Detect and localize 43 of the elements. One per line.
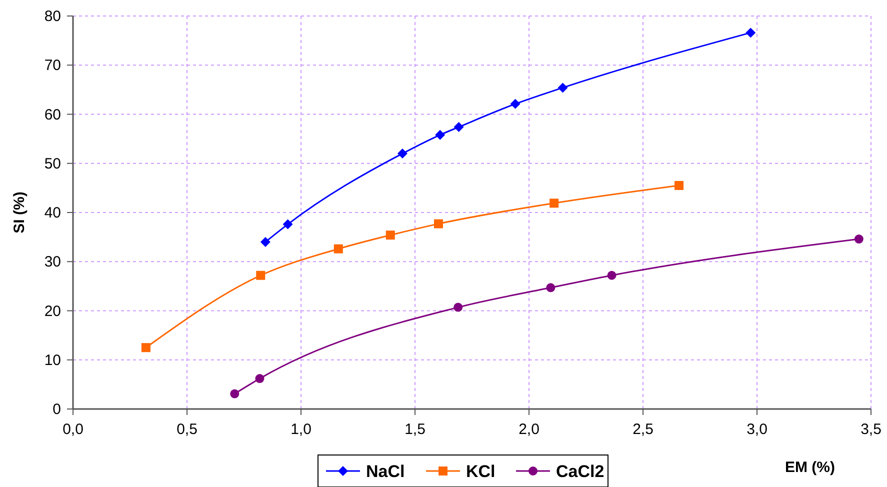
point	[510, 98, 520, 109]
point	[454, 122, 464, 132]
point	[558, 82, 568, 93]
legend-label: CaCl2	[556, 462, 604, 481]
y-tick-label: 20	[44, 302, 61, 320]
point	[141, 343, 150, 352]
y-tick-label: 70	[44, 57, 61, 74]
legend-label: NaCl	[366, 462, 405, 481]
point	[854, 234, 864, 244]
point	[386, 230, 395, 240]
point	[334, 244, 343, 254]
x-axis-title: EM (%)	[785, 459, 835, 476]
point	[230, 389, 240, 398]
x-tick-label: 3,0	[746, 421, 768, 438]
point	[256, 270, 266, 280]
point	[435, 130, 446, 140]
y-tick-label: 0	[52, 401, 61, 418]
y-axis-title: SI (%)	[11, 192, 28, 234]
point	[260, 236, 270, 247]
point	[674, 180, 684, 190]
x-tick-label: 1,0	[290, 421, 312, 438]
y-tick-label: 10	[44, 352, 61, 369]
legend-label: KCl	[466, 462, 496, 481]
point	[397, 148, 408, 159]
x-tick-label: 1,5	[404, 421, 426, 438]
y-tick-label: 80	[44, 8, 61, 25]
point	[550, 198, 559, 208]
point	[282, 219, 293, 230]
point	[255, 374, 264, 384]
x-tick-label: 2,0	[518, 421, 540, 438]
point	[546, 283, 556, 292]
point	[746, 28, 756, 38]
x-tick-label: 2,5	[632, 421, 654, 438]
y-tick-label: 40	[44, 204, 61, 222]
point	[434, 219, 443, 228]
x-tick-label: 3,5	[860, 421, 882, 438]
point	[607, 270, 616, 280]
x-tick-label: 0,5	[176, 421, 198, 438]
y-tick-label: 50	[44, 155, 61, 172]
y-tick-label: 60	[44, 106, 61, 124]
point	[454, 302, 463, 312]
y-tick-label: 30	[44, 254, 61, 271]
x-tick-label: 0,0	[62, 421, 84, 438]
